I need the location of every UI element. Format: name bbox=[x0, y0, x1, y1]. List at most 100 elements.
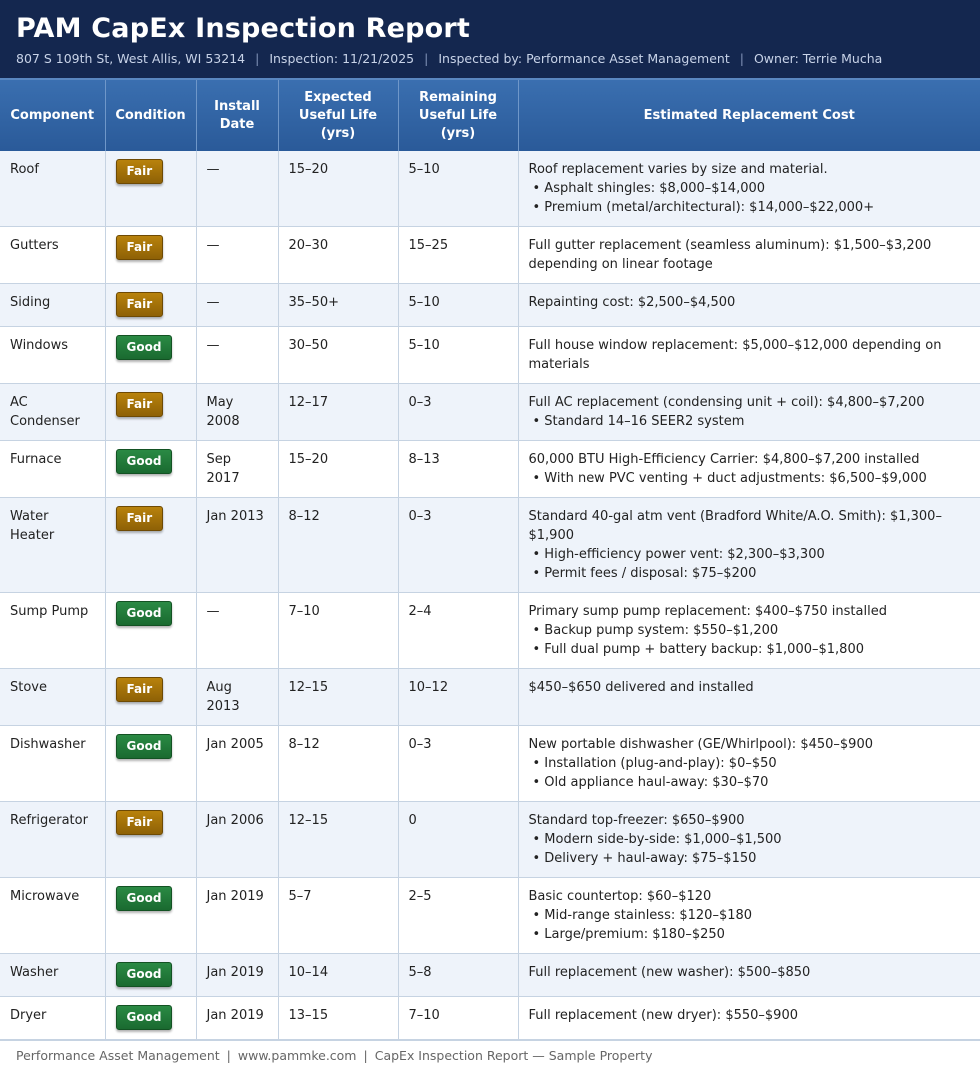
separator: | bbox=[363, 1048, 368, 1063]
expected-life-cell: 12–17 bbox=[278, 383, 399, 441]
condition-badge: Good bbox=[115, 734, 173, 759]
report-header: PAM CapEx Inspection Report 807 S 109th … bbox=[0, 0, 980, 78]
cost-bullet: • Mid-range stainless: $120–$180 bbox=[532, 908, 753, 923]
cost-bullet: • Old appliance haul-away: $30–$70 bbox=[532, 775, 769, 790]
replacement-cost-cell: Primary sump pump replacement: $400–$750… bbox=[518, 592, 980, 669]
replacement-cost-cell: Full house window replacement: $5,000–$1… bbox=[518, 326, 980, 384]
col-expected-life: Expected Useful Life (yrs) bbox=[278, 78, 399, 151]
install-date-cell: Jan 2013 bbox=[196, 497, 279, 593]
remaining-life-cell: 0–3 bbox=[398, 725, 519, 802]
remaining-life-cell: 8–13 bbox=[398, 440, 519, 498]
table-row: Refrigerator Fair Jan 2006 12–15 0 Standard t… bbox=[0, 801, 980, 878]
condition-cell: Fair bbox=[105, 226, 197, 284]
condition-cell: Fair bbox=[105, 383, 197, 441]
cost-text: Standard 40-gal atm vent (Bradford White… bbox=[528, 509, 942, 543]
footer-company: Performance Asset Management bbox=[16, 1048, 220, 1063]
replacement-cost-cell: $450–$650 delivered and installed bbox=[518, 668, 980, 726]
condition-badge: Fair bbox=[115, 810, 164, 835]
expected-life-cell: 8–12 bbox=[278, 497, 399, 593]
table-row: Microwave Good Jan 2019 5–7 2–5 Basic counter… bbox=[0, 877, 980, 954]
cost-bullet: • Premium (metal/architectural): $14,000… bbox=[532, 200, 875, 215]
page-footer: Performance Asset Management | www.pammke.… bbox=[0, 1040, 980, 1070]
cost-bullet: • Backup pump system: $550–$1,200 bbox=[532, 623, 779, 638]
condition-cell: Good bbox=[105, 725, 197, 802]
separator: | bbox=[739, 51, 744, 66]
install-date-cell: Jan 2019 bbox=[196, 953, 279, 997]
install-date-cell: Jan 2006 bbox=[196, 801, 279, 878]
condition-cell: Fair bbox=[105, 801, 197, 878]
cost-text: Roof replacement varies by size and mate… bbox=[528, 162, 828, 177]
condition-cell: Good bbox=[105, 440, 197, 498]
condition-badge: Fair bbox=[115, 159, 164, 184]
remaining-life-cell: 5–10 bbox=[398, 326, 519, 384]
cost-bullet: • With new PVC venting + duct adjustment… bbox=[532, 471, 927, 486]
replacement-cost-cell: New portable dishwasher (GE/Whirlpool): … bbox=[518, 725, 980, 802]
cost-bullet: • Standard 14–16 SEER2 system bbox=[532, 414, 745, 429]
table-row: Gutters Fair —20–30 15–25 Full gutter replac… bbox=[0, 226, 980, 284]
expected-life-cell: 12–15 bbox=[278, 668, 399, 726]
table-row: Stove Fair Aug 2013 12–15 10–12 $450–$650 del… bbox=[0, 668, 980, 726]
property-address: 807 S 109th St, West Allis, WI 53214 bbox=[16, 51, 246, 66]
condition-badge: Good bbox=[115, 1005, 173, 1030]
table-row: Dryer Good Jan 2019 13–15 7–10 Full replaceme… bbox=[0, 996, 980, 1040]
install-date-cell: — bbox=[196, 592, 279, 669]
remaining-life-cell: 2–4 bbox=[398, 592, 519, 669]
cost-bullet: • Permit fees / disposal: $75–$200 bbox=[532, 566, 757, 581]
condition-badge: Fair bbox=[115, 392, 164, 417]
remaining-life-cell: 0–3 bbox=[398, 383, 519, 441]
install-date-cell: — bbox=[196, 283, 279, 327]
expected-life-cell: 15–20 bbox=[278, 151, 399, 227]
install-date-cell: Sep 2017 bbox=[196, 440, 279, 498]
cost-text: 60,000 BTU High-Efficiency Carrier: $4,8… bbox=[528, 452, 920, 467]
condition-badge: Good bbox=[115, 335, 173, 360]
cost-text: Full house window replacement: $5,000–$1… bbox=[528, 338, 942, 372]
cost-text: Full replacement (new washer): $500–$850 bbox=[528, 965, 811, 980]
install-date-cell: — bbox=[196, 226, 279, 284]
install-date-cell: Aug 2013 bbox=[196, 668, 279, 726]
separator: | bbox=[226, 1048, 231, 1063]
table-row: Dishwasher Good Jan 2005 8–12 0–3 New portabl… bbox=[0, 725, 980, 802]
inspection-date: Inspection: 11/21/2025 bbox=[269, 51, 415, 66]
cost-text: Basic countertop: $60–$120 bbox=[528, 889, 712, 904]
condition-badge: Fair bbox=[115, 235, 164, 260]
cost-bullet: • High-efficiency power vent: $2,300–$3,… bbox=[532, 547, 825, 562]
component-cell: Refrigerator bbox=[0, 801, 106, 878]
report-meta: 807 S 109th St, West Allis, WI 53214 | Ins… bbox=[16, 51, 964, 66]
table-row: AC Condenser Fair May 2008 12–17 0–3 Full AC … bbox=[0, 383, 980, 441]
component-cell: Roof bbox=[0, 151, 106, 227]
table-row: Windows Good —30–50 5–10 Full house window r… bbox=[0, 326, 980, 384]
inspected-by: Inspected by: Performance Asset Manageme… bbox=[438, 51, 730, 66]
col-replacement-cost: Estimated Replacement Cost bbox=[518, 78, 980, 151]
replacement-cost-cell: Full replacement (new washer): $500–$850 bbox=[518, 953, 980, 997]
remaining-life-cell: 10–12 bbox=[398, 668, 519, 726]
condition-cell: Fair bbox=[105, 151, 197, 227]
footer-report: CapEx Inspection Report — Sample Propert… bbox=[374, 1048, 653, 1063]
table-row: Sump Pump Good —7–10 2–4 Primary sump pump r… bbox=[0, 592, 980, 669]
remaining-life-cell: 5–10 bbox=[398, 151, 519, 227]
replacement-cost-cell: Basic countertop: $60–$120 • Mid-range st… bbox=[518, 877, 980, 954]
col-component: Component bbox=[0, 78, 106, 151]
cost-text: Repainting cost: $2,500–$4,500 bbox=[528, 295, 736, 310]
install-date-cell: Jan 2019 bbox=[196, 996, 279, 1040]
remaining-life-cell: 7–10 bbox=[398, 996, 519, 1040]
component-cell: Windows bbox=[0, 326, 106, 384]
replacement-cost-cell: Standard 40-gal atm vent (Bradford White… bbox=[518, 497, 980, 593]
condition-cell: Good bbox=[105, 996, 197, 1040]
expected-life-cell: 13–15 bbox=[278, 996, 399, 1040]
cost-bullet: • Full dual pump + battery backup: $1,00… bbox=[532, 642, 864, 657]
condition-badge: Fair bbox=[115, 292, 164, 317]
replacement-cost-cell: Roof replacement varies by size and mate… bbox=[518, 151, 980, 227]
col-remaining-life: Remaining Useful Life (yrs) bbox=[398, 78, 519, 151]
component-cell: Microwave bbox=[0, 877, 106, 954]
remaining-life-cell: 5–10 bbox=[398, 283, 519, 327]
condition-cell: Good bbox=[105, 953, 197, 997]
install-date-cell: Jan 2019 bbox=[196, 877, 279, 954]
expected-life-cell: 15–20 bbox=[278, 440, 399, 498]
expected-life-cell: 5–7 bbox=[278, 877, 399, 954]
table-row: Siding Fair —35–50+ 5–10 Repainting cost: $2… bbox=[0, 283, 980, 327]
replacement-cost-cell: Full AC replacement (condensing unit + c… bbox=[518, 383, 980, 441]
component-cell: Furnace bbox=[0, 440, 106, 498]
cost-text: $450–$650 delivered and installed bbox=[528, 680, 754, 695]
cost-text: Full replacement (new dryer): $550–$900 bbox=[528, 1008, 798, 1023]
component-cell: Water Heater bbox=[0, 497, 106, 593]
